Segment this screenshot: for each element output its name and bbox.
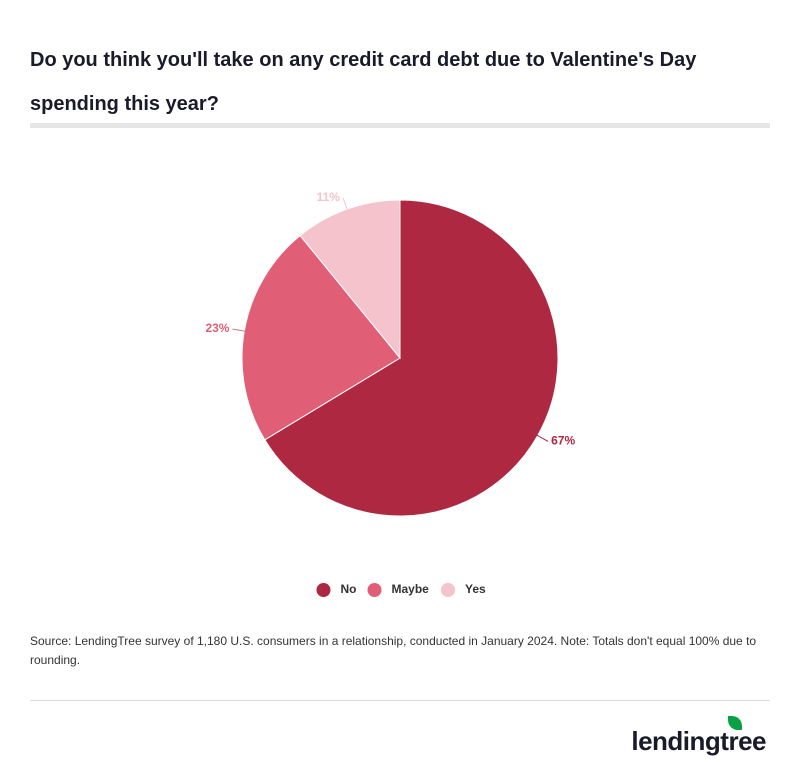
- legend-swatch: [367, 583, 382, 597]
- logo-icon: [728, 716, 742, 730]
- data-label: 23%: [205, 321, 229, 335]
- chart-title: Do you think you'll take on any credit c…: [30, 49, 697, 115]
- legend-label: Yes: [465, 582, 486, 596]
- divider: [30, 123, 770, 128]
- legend-label: Maybe: [392, 582, 430, 596]
- leader-line: [342, 197, 349, 212]
- source-note: Source: LendingTree survey of 1,180 U.S.…: [30, 634, 757, 667]
- data-label: 67%: [551, 434, 575, 448]
- divider: [30, 700, 770, 701]
- leader-line: [535, 434, 549, 442]
- leader-line: [232, 328, 247, 332]
- legend-swatch: [441, 583, 455, 597]
- legend-swatch: [316, 583, 331, 597]
- chart: 67% 23% 11% No Maybe Yes: [205, 190, 575, 597]
- logo: lendingtree: [631, 726, 766, 756]
- data-label: 11%: [317, 190, 341, 204]
- legend-label: No: [341, 582, 357, 596]
